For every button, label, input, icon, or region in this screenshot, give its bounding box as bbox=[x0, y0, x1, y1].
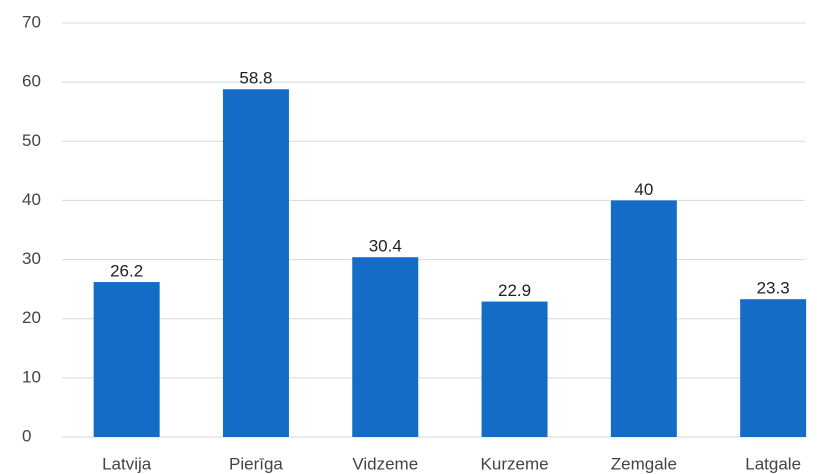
x-tick-label: Vidzeme bbox=[352, 454, 418, 473]
x-tick-label: Pierīga bbox=[229, 454, 283, 473]
y-tick-label: 20 bbox=[22, 308, 41, 327]
y-tick-label: 50 bbox=[22, 131, 41, 150]
bar bbox=[93, 282, 160, 437]
y-tick-label: 30 bbox=[22, 249, 41, 268]
bar bbox=[740, 299, 807, 437]
value-label: 58.8 bbox=[239, 69, 272, 88]
y-tick-label: 70 bbox=[22, 12, 41, 31]
value-label: 23.3 bbox=[757, 279, 790, 298]
value-label: 30.4 bbox=[369, 237, 402, 256]
x-tick-label: Latvija bbox=[102, 454, 152, 473]
y-tick-label: 40 bbox=[22, 190, 41, 209]
y-tick-label: 60 bbox=[22, 72, 41, 91]
bar bbox=[222, 89, 289, 438]
x-tick-label: Kurzeme bbox=[481, 454, 549, 473]
y-tick-label: 0 bbox=[22, 426, 31, 445]
x-tick-label: Zemgale bbox=[611, 454, 677, 473]
bar bbox=[610, 200, 677, 437]
x-tick-label: Latgale bbox=[745, 454, 801, 473]
bar bbox=[481, 301, 548, 437]
bar bbox=[352, 257, 419, 437]
value-label: 22.9 bbox=[498, 281, 531, 300]
y-tick-label: 10 bbox=[22, 367, 41, 386]
value-label: 40 bbox=[634, 180, 653, 199]
value-label: 26.2 bbox=[110, 262, 143, 281]
